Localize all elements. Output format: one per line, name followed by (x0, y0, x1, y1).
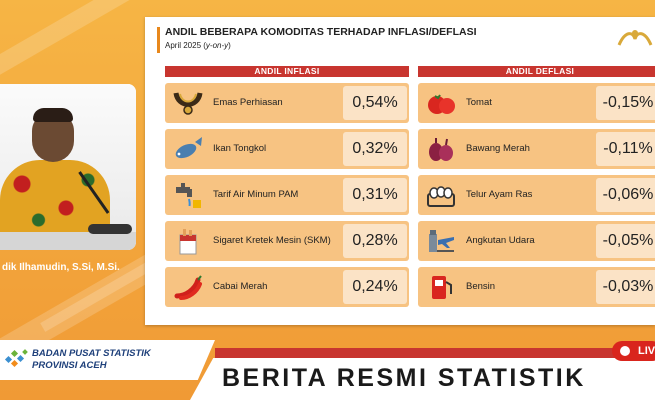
speaker-hair (33, 108, 73, 122)
water-tap-icon (176, 183, 201, 208)
item-name: Bawang Merah (466, 143, 530, 154)
organization-province: PROVINSI ACEH (32, 360, 107, 371)
live-badge: LIV (612, 341, 655, 361)
item-value: 0,28% (343, 224, 407, 258)
slide-title: ANDIL BEBERAPA KOMODITAS TERHADAP INFLAS… (165, 26, 477, 38)
organization-name: BADAN PUSAT STATISTIK (32, 348, 151, 359)
title-accent-bar (157, 27, 160, 53)
desk (0, 232, 136, 250)
item-name: Telur Ayam Ras (466, 189, 533, 200)
microphone-base (88, 224, 132, 234)
list-item: Bensin -0,03% (418, 267, 655, 307)
bps-logo-icon (4, 349, 28, 368)
speaker-name: dik Ilhamudin, S.Si, M.Si. (2, 262, 120, 273)
item-name: Sigaret Kretek Mesin (SKM) (213, 235, 331, 246)
item-name: Tomat (466, 97, 492, 108)
inflation-column: ANDIL INFLASI Emas Perhiasan 0,54% Ikan … (165, 66, 409, 307)
item-value: -0,15% (596, 86, 655, 120)
footer-accent-band (215, 348, 655, 358)
tomato-icon (428, 94, 455, 114)
slide-subtitle: April 2025 (y-on-y) (165, 41, 231, 50)
item-name: Emas Perhiasan (213, 97, 283, 108)
organization-banner (0, 340, 215, 380)
program-title: BERITA RESMI STATISTIK (222, 364, 586, 392)
item-name: Cabai Merah (213, 281, 268, 292)
list-item: Tarif Air Minum PAM 0,31% (165, 175, 409, 215)
speaker-video-feed (0, 84, 136, 250)
item-value: -0,06% (596, 178, 655, 212)
fuel-pump-icon (432, 276, 452, 299)
item-name: Tarif Air Minum PAM (213, 189, 299, 200)
presentation-slide: ANDIL BEBERAPA KOMODITAS TERHADAP INFLAS… (145, 17, 655, 325)
list-item: Cabai Merah 0,24% (165, 267, 409, 307)
deflation-header: ANDIL DEFLASI (418, 66, 655, 77)
list-item: Emas Perhiasan 0,54% (165, 83, 409, 123)
item-value: 0,31% (343, 178, 407, 212)
item-value: -0,11% (596, 132, 655, 166)
inflation-header: ANDIL INFLASI (165, 66, 409, 77)
item-name: Bensin (466, 281, 496, 292)
list-item: Bawang Merah -0,11% (418, 129, 655, 169)
list-item: Telur Ayam Ras -0,06% (418, 175, 655, 215)
item-value: 0,24% (343, 270, 407, 304)
item-value: -0,05% (596, 224, 655, 258)
gold-necklace-icon (173, 92, 203, 115)
fish-icon (175, 137, 202, 159)
cigarette-icon (179, 229, 197, 255)
bps-emblem-icon (617, 30, 653, 46)
live-indicator-icon (620, 346, 630, 356)
list-item: Ikan Tongkol 0,32% (165, 129, 409, 169)
list-item: Angkutan Udara -0,05% (418, 221, 655, 261)
deflation-column: ANDIL DEFLASI Tomat -0,15% Bawang Merah … (418, 66, 655, 307)
program-title-band (190, 358, 655, 400)
item-value: -0,03% (596, 270, 655, 304)
item-value: 0,32% (343, 132, 407, 166)
list-item: Tomat -0,15% (418, 83, 655, 123)
item-value: 0,54% (343, 86, 407, 120)
eggs-icon (427, 186, 455, 207)
airplane-icon (429, 230, 454, 252)
item-name: Angkutan Udara (466, 235, 535, 246)
item-name: Ikan Tongkol (213, 143, 267, 154)
chili-icon (174, 275, 202, 300)
live-label: LIV (638, 345, 655, 357)
shallot-icon (429, 138, 453, 161)
list-item: Sigaret Kretek Mesin (SKM) 0,28% (165, 221, 409, 261)
